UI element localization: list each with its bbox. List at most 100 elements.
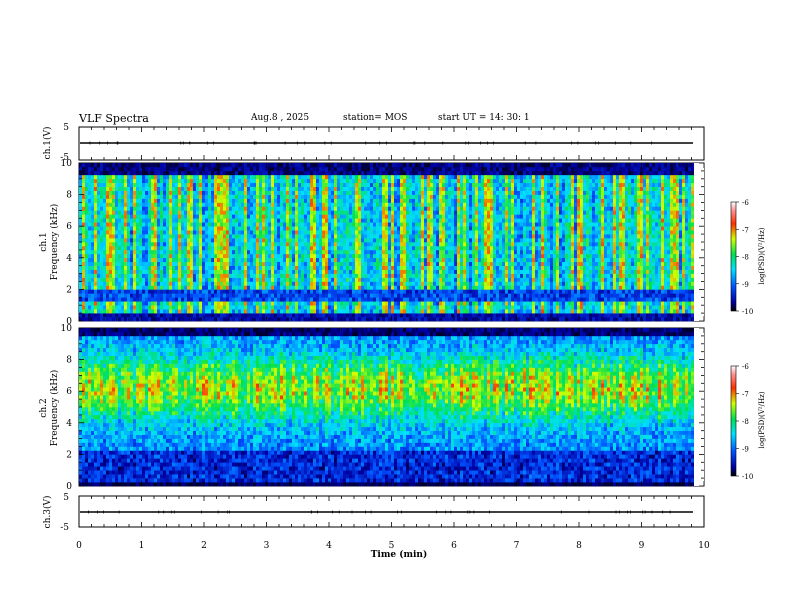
spectrogram-cell [109, 266, 112, 270]
spectrogram-cell [409, 278, 412, 282]
spectrogram-cell [160, 242, 163, 246]
spectrogram-cell [271, 234, 274, 238]
spectrogram-cell [298, 226, 301, 230]
spectrogram-cell [295, 206, 298, 210]
spectrogram-cell [322, 175, 325, 179]
spectrogram-cell [301, 226, 304, 230]
spectrogram-cell [283, 167, 286, 171]
spectrogram-cell [379, 187, 382, 191]
spectrogram-cell [124, 246, 127, 250]
spectrogram-cell [238, 305, 241, 309]
spectrogram-cell [118, 262, 121, 266]
spectrogram-cell [112, 234, 115, 238]
spectrogram-cell [133, 309, 136, 313]
spectrogram-cell [232, 309, 235, 313]
spectrogram-cell [205, 285, 208, 289]
spectrogram-cell [220, 246, 223, 250]
spectrogram-cell [241, 246, 244, 250]
spectrogram-cell [235, 163, 238, 167]
spectrogram-cell [154, 246, 157, 250]
spectrogram-cell [391, 206, 394, 210]
spectrogram-cell [232, 175, 235, 179]
spectrogram-cell [256, 191, 259, 195]
spectrogram-cell [292, 230, 295, 234]
spectrogram-cell [199, 293, 202, 297]
spectrogram-cell [130, 222, 133, 226]
spectrogram-cell [277, 274, 280, 278]
spectrogram-cell [430, 258, 433, 262]
spectrogram-cell [289, 305, 292, 309]
spectrogram-cell [202, 285, 205, 289]
spectrogram-cell [100, 246, 103, 250]
spectrogram-cell [121, 309, 124, 313]
spectrogram-cell [433, 293, 436, 297]
spectrogram-cell [373, 313, 376, 317]
spectrogram-cell [274, 270, 277, 274]
spectrogram-cell [121, 246, 124, 250]
spectrogram-cell [118, 309, 121, 313]
spectrogram-cell [298, 183, 301, 187]
spectrogram-cell [373, 309, 376, 313]
spectrogram-cell [103, 163, 106, 167]
spectrogram-cell [211, 305, 214, 309]
spectrogram-cell [400, 226, 403, 230]
spectrogram-cell [340, 238, 343, 242]
spectrogram-cell [250, 262, 253, 266]
spectrogram-cell [268, 258, 271, 262]
spectrogram-cell [379, 206, 382, 210]
spectrogram-cell [334, 258, 337, 262]
spectrogram-cell [220, 282, 223, 286]
spectrogram-cell [328, 206, 331, 210]
spectrogram-cell [184, 254, 187, 258]
spectrogram-cell [214, 230, 217, 234]
spectrogram-cell [295, 289, 298, 293]
spectrogram-cell [157, 191, 160, 195]
spectrogram-cell [409, 282, 412, 286]
spectrogram-cell [370, 242, 373, 246]
spectrogram-cell [304, 230, 307, 234]
spectrogram-cell [94, 285, 97, 289]
spectrogram-cell [109, 285, 112, 289]
spectrogram-cell [97, 293, 100, 297]
spectrogram-cell [331, 230, 334, 234]
spectrogram-cell [304, 254, 307, 258]
spectrogram-cell [421, 254, 424, 258]
spectrogram-cell [85, 234, 88, 238]
spectrogram-cell [157, 278, 160, 282]
spectrogram-cell [346, 163, 349, 167]
spectrogram-cell [88, 309, 91, 313]
spectrogram-cell [193, 313, 196, 317]
spectrogram-cell [190, 191, 193, 195]
spectrogram-cell [205, 195, 208, 199]
spectrogram-cell [175, 238, 178, 242]
spectrogram-cell [427, 246, 430, 250]
spectrogram-cell [325, 226, 328, 230]
spectrogram-cell [106, 301, 109, 305]
spectrogram-cell [349, 317, 352, 321]
spectrogram-cell [424, 199, 427, 203]
spectrogram-cell [325, 206, 328, 210]
spectrogram-cell [229, 183, 232, 187]
spectrogram-cell [274, 258, 277, 262]
spectrogram-cell [256, 313, 259, 317]
spectrogram-cell [97, 191, 100, 195]
spectrogram-cell [169, 171, 172, 175]
spectrogram-cell [331, 183, 334, 187]
spectrogram-cell [316, 254, 319, 258]
spectrogram-cell [226, 289, 229, 293]
spectrogram-cell [103, 285, 106, 289]
spectrogram-cell [190, 222, 193, 226]
spectrogram-cell [319, 234, 322, 238]
spectrogram-cell [136, 242, 139, 246]
spectrogram-cell [385, 313, 388, 317]
spectrogram-cell [223, 293, 226, 297]
spectrogram-cell [361, 266, 364, 270]
spectrogram-cell [127, 301, 130, 305]
spectrogram-cell [169, 274, 172, 278]
spectrogram-cell [250, 222, 253, 226]
spectrogram-cell [256, 297, 259, 301]
spectrogram-cell [118, 289, 121, 293]
spectrogram-cell [397, 293, 400, 297]
spectrogram-cell [373, 195, 376, 199]
spectrogram-cell [385, 242, 388, 246]
